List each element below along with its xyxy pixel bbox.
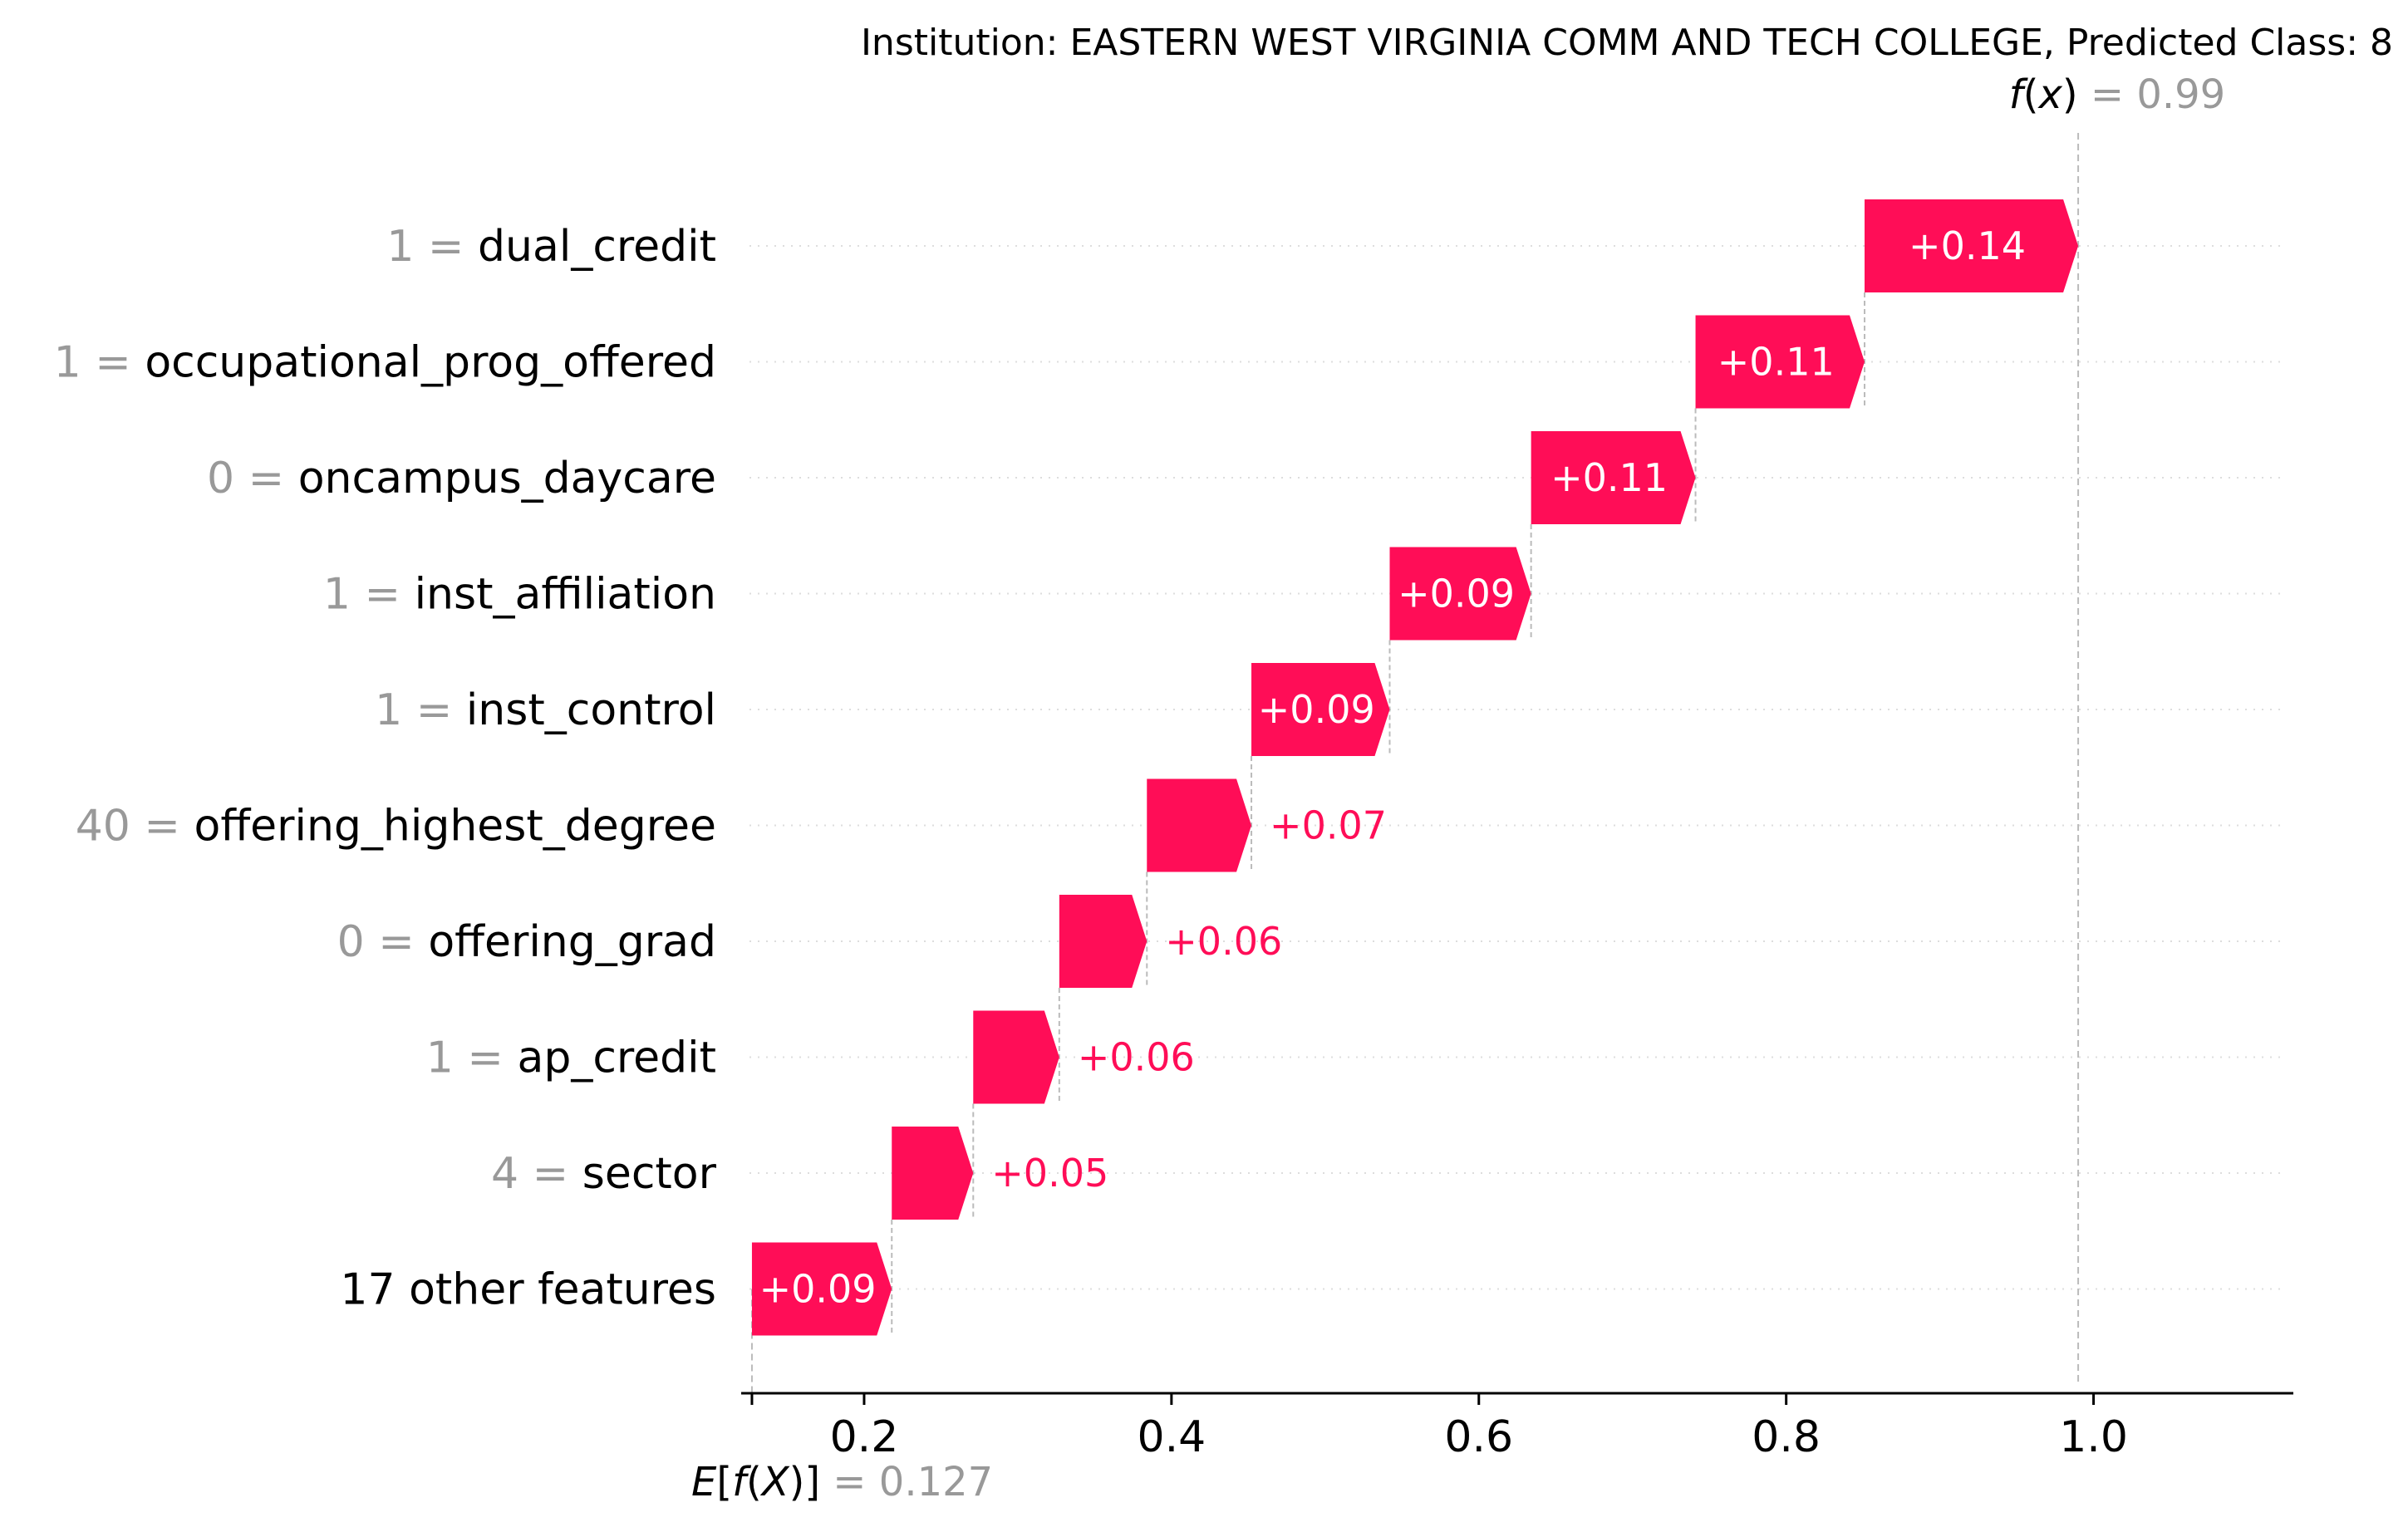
feature-value: 1 [323,570,351,620]
shap-bar [1695,315,1865,409]
bar-value-label: +0.09 [1258,687,1375,732]
feature-label: 1 = inst_affiliation [323,570,716,620]
feature-name: inst_affiliation [415,570,716,620]
bar-value-label: +0.06 [1165,919,1282,964]
shap-bar [1864,199,2079,292]
x-tick-label: 1.0 [2059,1412,2128,1462]
feature-name: oncampus_daycare [298,454,716,503]
x-tick-label: 0.8 [1752,1412,1821,1462]
feature-label: 0 = oncampus_daycare [207,454,716,503]
x-tick-label: 0.4 [1138,1412,1206,1462]
feature-value: 1 [375,685,402,735]
bar-value-label: +0.11 [1550,455,1668,500]
shap-bar [751,1242,892,1336]
bar-value-label: +0.09 [1398,572,1515,616]
bar-value-label: +0.05 [991,1151,1108,1196]
bar-value-label: +0.14 [1909,223,2026,268]
bars [751,199,2079,1336]
feature-value: 1 [426,1034,454,1083]
x-axis-ticks: 0.2 0.4 0.6 0.8 1.0 [750,1393,2128,1462]
feature-name: ap_credit [517,1034,716,1083]
bar-labels: +0.14 +0.11 +0.11 +0.09 +0.09 +0.07 +0.06 +0.06… [759,223,2026,1312]
x-tick-label: 0.6 [1444,1412,1513,1462]
shap-bar [1251,663,1390,756]
chart-title: Institution: EASTERN WEST VIRGINIA COMM … [861,22,2393,64]
feature-name: dual_credit [478,222,716,272]
feature-label: 17 other features [340,1265,716,1315]
fx-label: f(x) = 0.99 [2009,71,2225,118]
shap-bar [892,1127,974,1220]
bar-value-label: +0.09 [759,1267,877,1312]
feature-name: sector [582,1149,717,1199]
shap-bar [973,1010,1059,1104]
bar-value-label: +0.11 [1718,340,1835,385]
feature-labels: 1 = dual_credit 1 = occupational_prog_off… [54,222,717,1315]
feature-name: inst_control [466,685,716,735]
bar-value-label: +0.06 [1078,1035,1195,1080]
feature-name: offering_highest_degree [194,802,717,852]
shap-bar [1059,895,1147,988]
feature-value: 4 [491,1149,518,1199]
feature-value: 0 [207,454,234,503]
feature-name: occupational_prog_offered [145,338,716,388]
feature-label: 1 = dual_credit [386,222,716,272]
feature-name: offering_grad [428,917,716,967]
feature-label: 0 = offering_grad [337,917,716,967]
expected-value: 0.127 [879,1459,993,1505]
shap-bar [1389,547,1531,641]
bar-value-label: +0.07 [1270,803,1387,848]
shap-bar [1147,778,1252,872]
feature-label: 1 = ap_credit [426,1034,716,1083]
fx-value: 0.99 [2136,71,2225,118]
grid-lines [749,245,2283,1290]
feature-value: 1 [54,338,81,388]
feature-label: 1 = inst_control [375,685,716,735]
connector-lines [750,133,2080,1398]
feature-name: 17 other features [340,1265,716,1315]
feature-value: 40 [76,802,130,852]
shap-bar [1531,431,1696,524]
feature-label: 1 = occupational_prog_offered [54,338,716,388]
feature-label: 40 = offering_highest_degree [76,802,716,852]
x-tick-label: 0.2 [830,1412,899,1462]
feature-value: 1 [386,222,414,272]
feature-value: 0 [337,917,365,967]
feature-label: 4 = sector [491,1149,717,1199]
expected-value-label: E[f(X)] = 0.127 [691,1459,993,1505]
